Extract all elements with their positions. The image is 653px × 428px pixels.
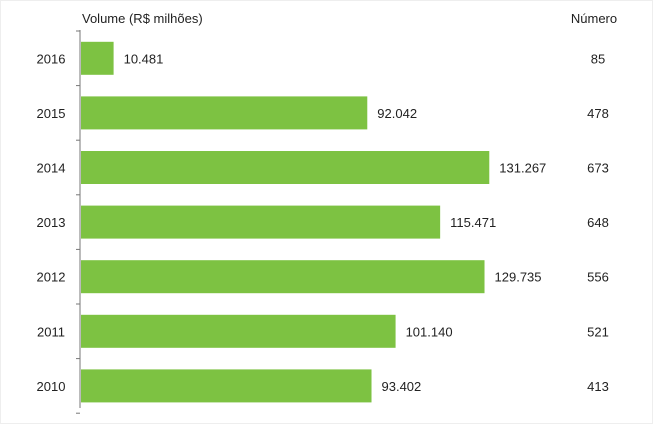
value-axis-label: Volume (R$ milhões) <box>82 11 203 26</box>
category-label-2014: 2014 <box>37 161 66 176</box>
category-label-2012: 2012 <box>37 270 66 285</box>
secondary-value-2014: 673 <box>587 161 609 176</box>
data-label-2013: 115.471 <box>450 215 496 230</box>
bar-2014 <box>81 151 490 184</box>
category-label-2013: 2013 <box>37 215 66 230</box>
secondary-value-2013: 648 <box>587 215 609 230</box>
bar-2010 <box>81 369 372 403</box>
bar-2013 <box>81 205 441 239</box>
data-label-2011: 101.140 <box>406 324 453 339</box>
chart-body: 2016 10.481 85 2015 92.042 478 2014 131.267 673 2… <box>37 30 609 414</box>
bar-2015 <box>81 96 368 130</box>
secondary-value-2010: 413 <box>587 379 609 394</box>
category-label-2015: 2015 <box>37 106 66 121</box>
bar-2011 <box>81 314 396 348</box>
secondary-value-2015: 478 <box>587 106 609 121</box>
secondary-value-2012: 556 <box>587 270 609 285</box>
data-label-2014: 131.267 <box>499 161 546 176</box>
category-label-2011: 2011 <box>37 324 65 339</box>
bar-2012 <box>81 260 485 294</box>
secondary-column-header: Número <box>571 11 617 26</box>
data-label-2010: 93.402 <box>382 379 422 394</box>
data-label-2015: 92.042 <box>377 106 417 121</box>
data-label-2012: 129.735 <box>495 270 542 285</box>
secondary-value-2011: 521 <box>587 324 609 339</box>
category-label-2016: 2016 <box>37 51 66 66</box>
data-label-2016: 10.481 <box>124 51 164 66</box>
bar-2016 <box>81 41 114 75</box>
secondary-value-2016: 85 <box>591 51 605 66</box>
category-label-2010: 2010 <box>37 379 66 394</box>
